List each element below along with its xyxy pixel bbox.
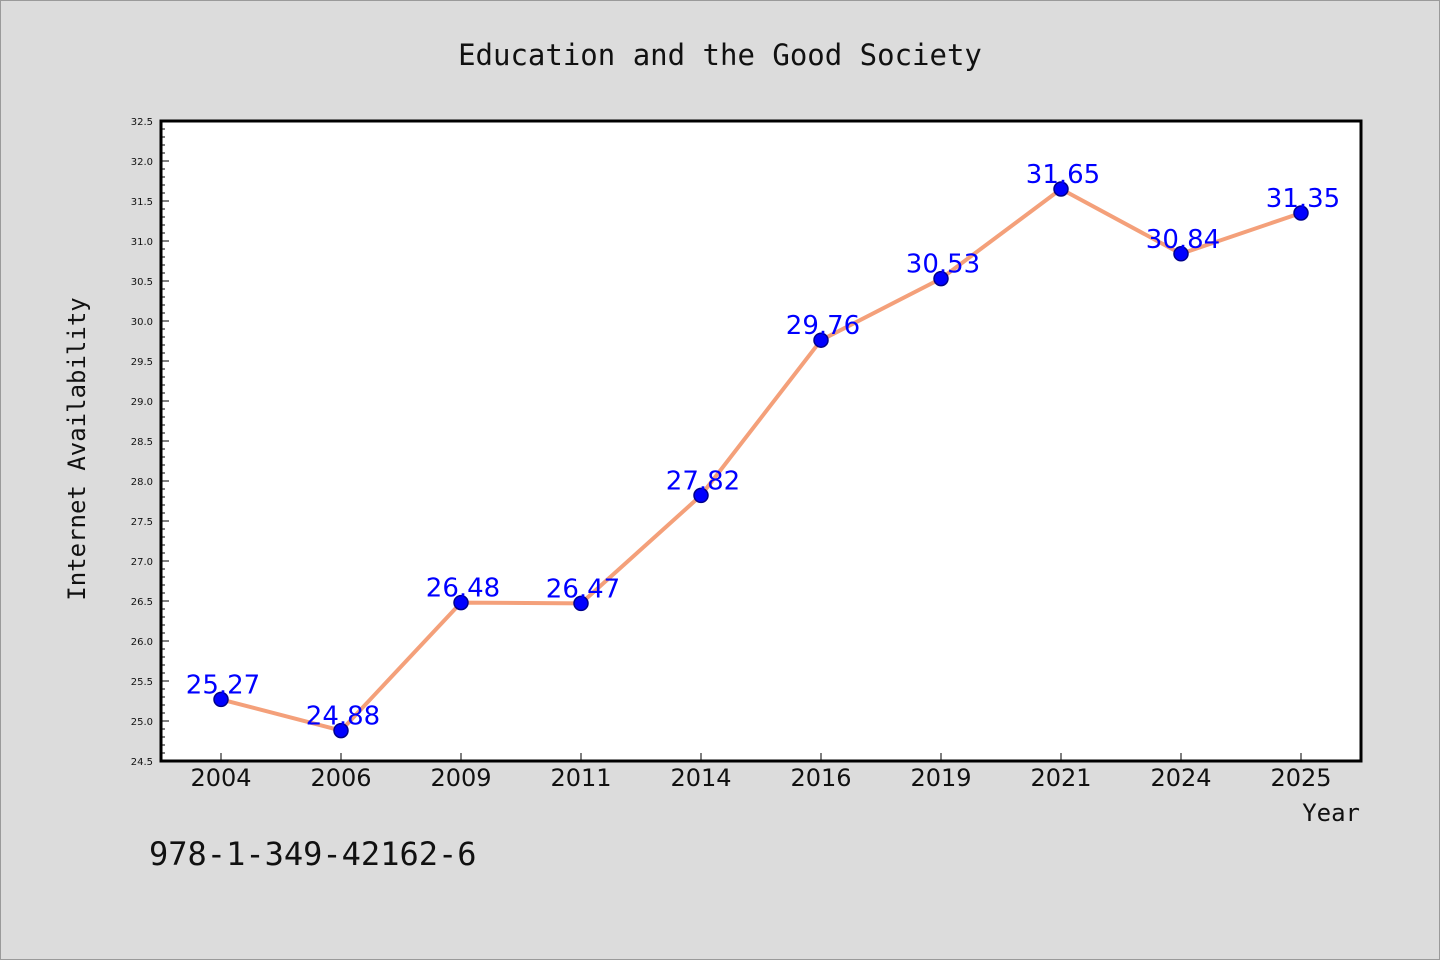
chart-title: Education and the Good Society — [458, 38, 982, 72]
data-markers — [213, 181, 1309, 739]
y-tick-label: 32.5 — [131, 117, 153, 128]
data-labels: 25.27 24.88 26.48 26.47 27.82 29.76 30.53 31.65… — [186, 160, 1340, 732]
data-label: 29.76 — [786, 311, 860, 341]
series-line — [220, 187, 1302, 733]
y-tick-label: 26.5 — [131, 597, 153, 608]
x-tick-label: 2011 — [550, 764, 611, 792]
y-tick-label: 24.5 — [131, 757, 153, 768]
x-tick-label: 2006 — [310, 764, 371, 792]
data-label: 30.53 — [906, 250, 980, 280]
data-point — [453, 594, 469, 611]
y-axis-ticks: 24.5 25.0 25.5 26.0 26.5 27.0 27.5 28.0 28.5 29.0… — [131, 117, 169, 768]
x-axis-ticks: 2004 2006 2009 2011 2014 2016 2019 2021 2024 2025 — [190, 753, 1332, 792]
y-axis-label: Internet Availability — [63, 297, 91, 600]
y-tick-label: 30.5 — [131, 277, 153, 288]
y-tick-label: 27.5 — [131, 517, 153, 528]
data-label: 31.35 — [1266, 184, 1340, 214]
data-point — [1293, 205, 1309, 221]
data-label: 31.65 — [1026, 160, 1100, 190]
x-tick-label: 2021 — [1030, 764, 1091, 792]
y-tick-label: 32.0 — [131, 157, 153, 168]
x-axis-label: Year — [1302, 799, 1360, 827]
y-tick-label: 28.5 — [131, 437, 153, 448]
x-tick-label: 2016 — [790, 764, 851, 792]
data-label: 26.48 — [426, 574, 500, 604]
y-tick-label: 26.0 — [131, 637, 153, 648]
data-point — [333, 722, 349, 739]
y-tick-label: 25.5 — [131, 677, 153, 688]
data-point — [933, 270, 949, 287]
y-tick-label: 27.0 — [131, 557, 153, 568]
data-point — [213, 691, 229, 708]
data-label: 27.82 — [666, 466, 740, 496]
y-tick-label: 30.0 — [131, 317, 153, 328]
x-tick-label: 2024 — [1150, 764, 1211, 792]
plot-area — [159, 119, 1363, 763]
data-label: 26.47 — [546, 574, 620, 604]
data-point — [1053, 181, 1069, 197]
data-label: 24.88 — [306, 702, 380, 732]
x-tick-label: 2019 — [910, 764, 971, 792]
x-tick-label: 2009 — [430, 764, 491, 792]
data-point — [573, 595, 589, 612]
y-tick-label: 25.0 — [131, 717, 153, 728]
data-label: 25.27 — [186, 670, 260, 700]
x-tick-label: 2014 — [670, 764, 731, 792]
isbn-label: 978-1-349-42162-6 — [149, 835, 477, 873]
data-label: 30.84 — [1146, 225, 1220, 255]
data-point — [813, 332, 829, 348]
series-line-group — [220, 187, 1302, 733]
y-tick-label: 31.5 — [131, 197, 153, 208]
x-tick-label: 2025 — [1270, 764, 1331, 792]
y-tick-label: 29.5 — [131, 357, 153, 368]
y-tick-label: 29.0 — [131, 397, 153, 408]
x-tick-label: 2004 — [190, 764, 251, 792]
data-point — [693, 487, 709, 504]
y-tick-label: 31.0 — [131, 237, 153, 248]
y-tick-label: 28.0 — [131, 477, 153, 488]
data-point — [1173, 246, 1189, 262]
